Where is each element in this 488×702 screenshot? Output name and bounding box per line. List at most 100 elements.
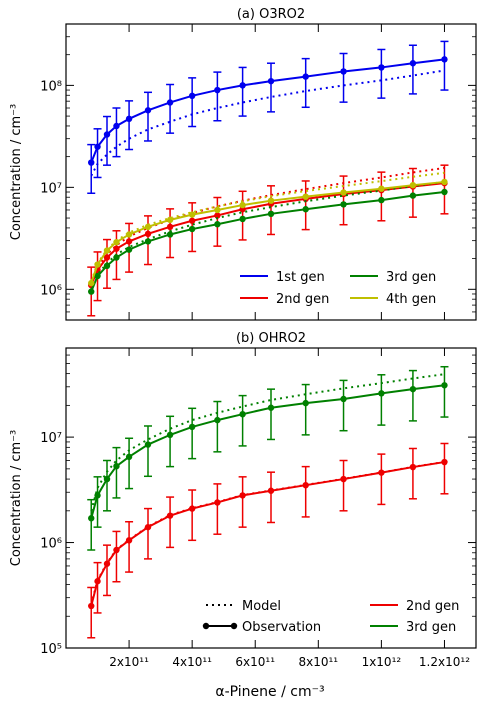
data-point [409,385,417,393]
y-tick-label-b: 10⁵ [40,642,62,657]
plot-frame-b [65,347,477,649]
data-point [340,475,347,483]
data-point [166,223,174,231]
data-point [267,197,275,204]
data-point [239,201,246,209]
data-point [302,481,309,489]
data-point [166,431,174,439]
legend-label: Model [242,599,281,614]
observation-line [90,384,445,519]
data-point [103,262,111,270]
data-point [94,261,101,268]
data-point [103,560,111,567]
data-point [125,453,133,461]
data-point [94,492,101,499]
data-point [340,201,347,208]
data-point [239,410,246,418]
data-point [302,73,309,80]
data-point [239,215,246,223]
series-b-3rd-gen [87,365,449,551]
data-point [88,602,95,610]
data-point [302,193,309,200]
data-point [214,212,221,219]
y-tick-label-a: 10⁷ [40,181,62,196]
data-point [125,238,133,245]
data-point [340,68,347,75]
legend-a: 1st gen 2nd gen 3rd gen 4th gen [240,270,436,307]
observation-line [90,191,445,292]
data-point [113,546,120,554]
data-point [340,395,347,403]
data-point [88,515,95,522]
data-point [302,206,309,213]
data-point [214,221,221,228]
x-tick-label: 1.2x10¹² [419,655,470,669]
data-point [188,505,196,512]
data-point [113,462,120,470]
observation-line [90,461,445,607]
data-point [441,382,448,389]
data-point [214,416,221,424]
data-point [188,423,196,431]
data-point [409,463,417,471]
model-line [90,373,445,512]
x-tick-label: 2x10¹¹ [109,655,149,669]
y-axis-label-a: Concentration / cm⁻³ [9,104,24,241]
panel-a: (a) O3RO2 Concentration / cm⁻³ 10⁶ 10⁷ 10⁸ 1s… [9,7,477,321]
plot-frame-a [65,23,477,321]
data-point [166,216,174,224]
data-point [409,181,417,189]
data-point [113,122,120,130]
data-point [378,469,385,476]
y-tick-label-b: 10⁷ [40,431,62,446]
data-point [188,217,196,224]
data-point [88,279,95,287]
data-point [441,188,448,196]
data-point [340,189,347,196]
data-point [113,238,120,246]
legend-marker [202,622,210,630]
data-point [144,107,152,114]
data-point [144,523,152,531]
series-a-3rd-gen [88,180,448,295]
data-point [125,115,133,123]
data-point [144,230,152,238]
observation-line [90,182,445,286]
data-point [125,537,133,544]
data-point [88,159,95,166]
data-point [214,499,221,506]
legend-label: 2nd gen [276,292,329,307]
data-point [441,56,448,63]
y-tick-label-b: 10⁶ [40,537,62,552]
chart-title-a: (a) O3RO2 [237,7,305,22]
data-point [441,178,448,186]
x-tick-label: 8x10¹¹ [298,655,338,669]
data-point [267,404,275,411]
data-point [166,231,174,238]
x-axis-label: α-Pinene / cm⁻³ [215,684,324,700]
data-point [214,206,221,214]
x-tick-label: 4x10¹¹ [172,655,212,669]
data-point [94,143,101,150]
series-a-4th-gen [88,171,448,287]
observation-line [90,180,445,284]
model-line [90,460,445,605]
data-point [113,245,120,252]
legend-label: 2nd gen [406,599,459,614]
observation-line [90,58,445,163]
data-point [267,210,275,218]
data-point [144,441,152,448]
legend-label: 3rd gen [406,620,456,635]
legend-label: Observation [242,620,321,635]
data-point [88,288,95,295]
data-point [144,223,152,231]
data-point [103,475,111,483]
data-point [113,254,120,261]
data-point [409,60,417,67]
panel-b: (b) OHRO2 Concentration / cm⁻³ 10⁵ 10⁶ 10⁷ 2x… [9,331,477,669]
data-point [144,238,152,245]
legend-label: 1st gen [276,270,325,285]
model-line [90,69,445,177]
data-point [214,86,221,94]
